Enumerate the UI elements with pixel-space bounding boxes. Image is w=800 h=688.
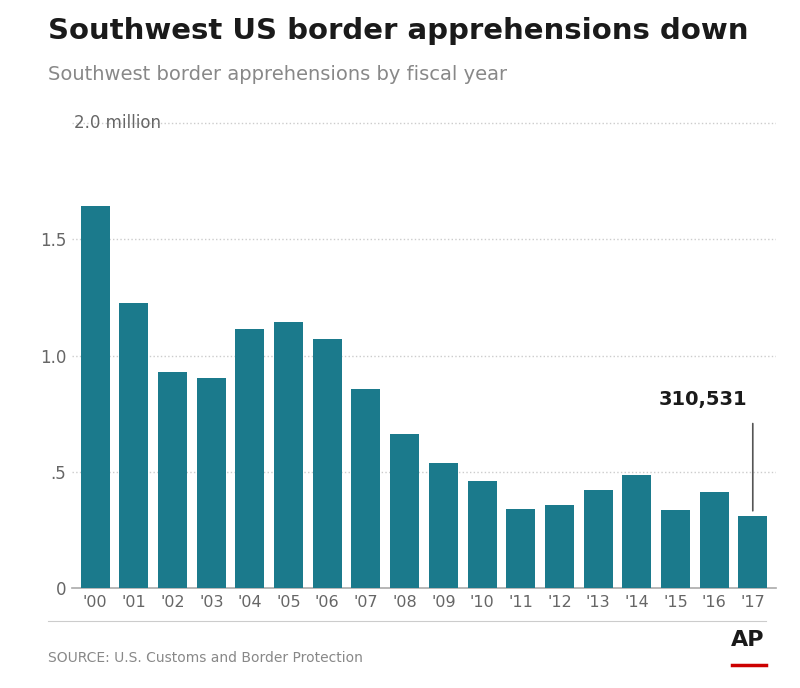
Bar [661,510,690,588]
Text: 310,531: 310,531 [658,390,747,409]
Text: Southwest border apprehensions by fiscal year: Southwest border apprehensions by fiscal… [48,65,507,85]
Bar [81,206,110,588]
Bar [429,462,458,588]
Bar [158,372,187,588]
Bar [583,491,613,588]
Bar [390,435,419,588]
Text: SOURCE: U.S. Customs and Border Protection: SOURCE: U.S. Customs and Border Protecti… [48,652,363,665]
Text: AP: AP [730,630,764,650]
Bar [351,389,381,588]
Bar [313,339,342,588]
Bar [738,516,767,588]
Bar [545,505,574,588]
Bar [622,475,651,588]
Bar [235,330,265,588]
Bar [467,480,497,588]
Bar [274,322,303,588]
Bar [119,303,148,588]
Bar [700,492,729,588]
Bar [506,509,535,588]
Text: Southwest US border apprehensions down: Southwest US border apprehensions down [48,17,749,45]
Bar [197,378,226,588]
Text: 2.0 million: 2.0 million [74,114,161,132]
